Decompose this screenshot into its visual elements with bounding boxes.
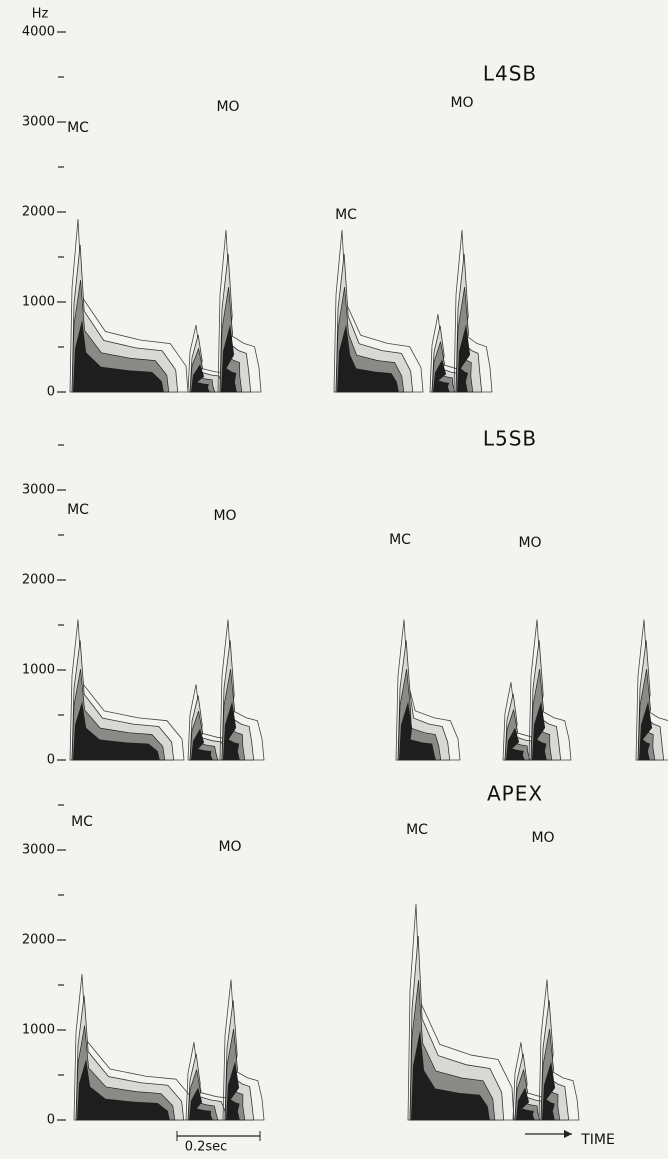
contour-outer: [219, 619, 265, 761]
contour-level-3: [542, 1061, 556, 1120]
contour-level-3: [433, 359, 450, 392]
contour-outer: [69, 619, 185, 761]
annotation: MC: [71, 814, 93, 830]
annotation: MO: [531, 830, 554, 846]
panel-title: APEX: [487, 782, 543, 806]
annotation: MC: [389, 532, 411, 548]
y-tick-label: 3000: [22, 843, 55, 858]
contour-outer: [333, 229, 424, 393]
contour-level-3: [73, 701, 160, 760]
contour-level-3: [399, 701, 436, 760]
contour-outer: [407, 903, 515, 1121]
time-arrow-head: [564, 1130, 572, 1138]
annotation: MO: [213, 508, 236, 524]
contour-outer: [635, 619, 668, 761]
contour-level-3: [189, 1087, 213, 1120]
contour-level-3: [73, 320, 164, 392]
contour-outer: [217, 229, 262, 393]
scale-bar-label: 0.2sec: [185, 1140, 228, 1155]
contour-outer: [528, 619, 572, 761]
contour-outer: [222, 979, 265, 1121]
y-tick-label: 2000: [22, 573, 55, 588]
contour-outer: [538, 979, 580, 1121]
contour-level-3: [506, 727, 525, 760]
annotation: MO: [218, 839, 241, 855]
panel-title: L5SB: [483, 427, 537, 451]
contour-level-3: [191, 364, 210, 392]
contour-level-3: [516, 1087, 535, 1120]
annotation: MO: [518, 535, 541, 551]
y-unit-label: Hz: [32, 7, 49, 22]
contour-outer: [69, 219, 189, 393]
annotation: MO: [450, 95, 473, 111]
y-tick-label: 1000: [22, 1023, 55, 1038]
y-tick-label: 1000: [22, 295, 55, 310]
annotation: MC: [406, 822, 428, 838]
x-axis-label: TIME: [580, 1132, 615, 1148]
contour-level-3: [221, 324, 237, 392]
y-tick-label: 3000: [22, 115, 55, 130]
contour-level-3: [191, 728, 213, 760]
contour-level-3: [226, 1061, 240, 1120]
annotation: MO: [216, 99, 239, 115]
contour-level-3: [77, 1059, 170, 1120]
y-tick-label: 2000: [22, 933, 55, 948]
contour-level-3: [457, 324, 471, 392]
contour-outer: [395, 619, 461, 761]
contour-level-3: [223, 701, 240, 760]
contour-level-3: [639, 701, 653, 760]
y-tick-label: 2000: [22, 205, 55, 220]
y-tick-label: 4000: [22, 25, 55, 40]
contour-level-3: [532, 701, 547, 760]
y-tick-label: 3000: [22, 483, 55, 498]
contour-level-3: [337, 324, 399, 392]
y-tick-label: 0: [47, 1113, 55, 1128]
annotation: MC: [67, 502, 89, 518]
contour-outer: [453, 229, 493, 393]
contour-level-3: [411, 1030, 490, 1120]
y-tick-label: 0: [47, 753, 55, 768]
annotation: MC: [67, 120, 89, 136]
y-tick-label: 0: [47, 385, 55, 400]
panel-title: L4SB: [483, 62, 537, 86]
y-tick-label: 1000: [22, 663, 55, 678]
annotation: MC: [335, 207, 357, 223]
